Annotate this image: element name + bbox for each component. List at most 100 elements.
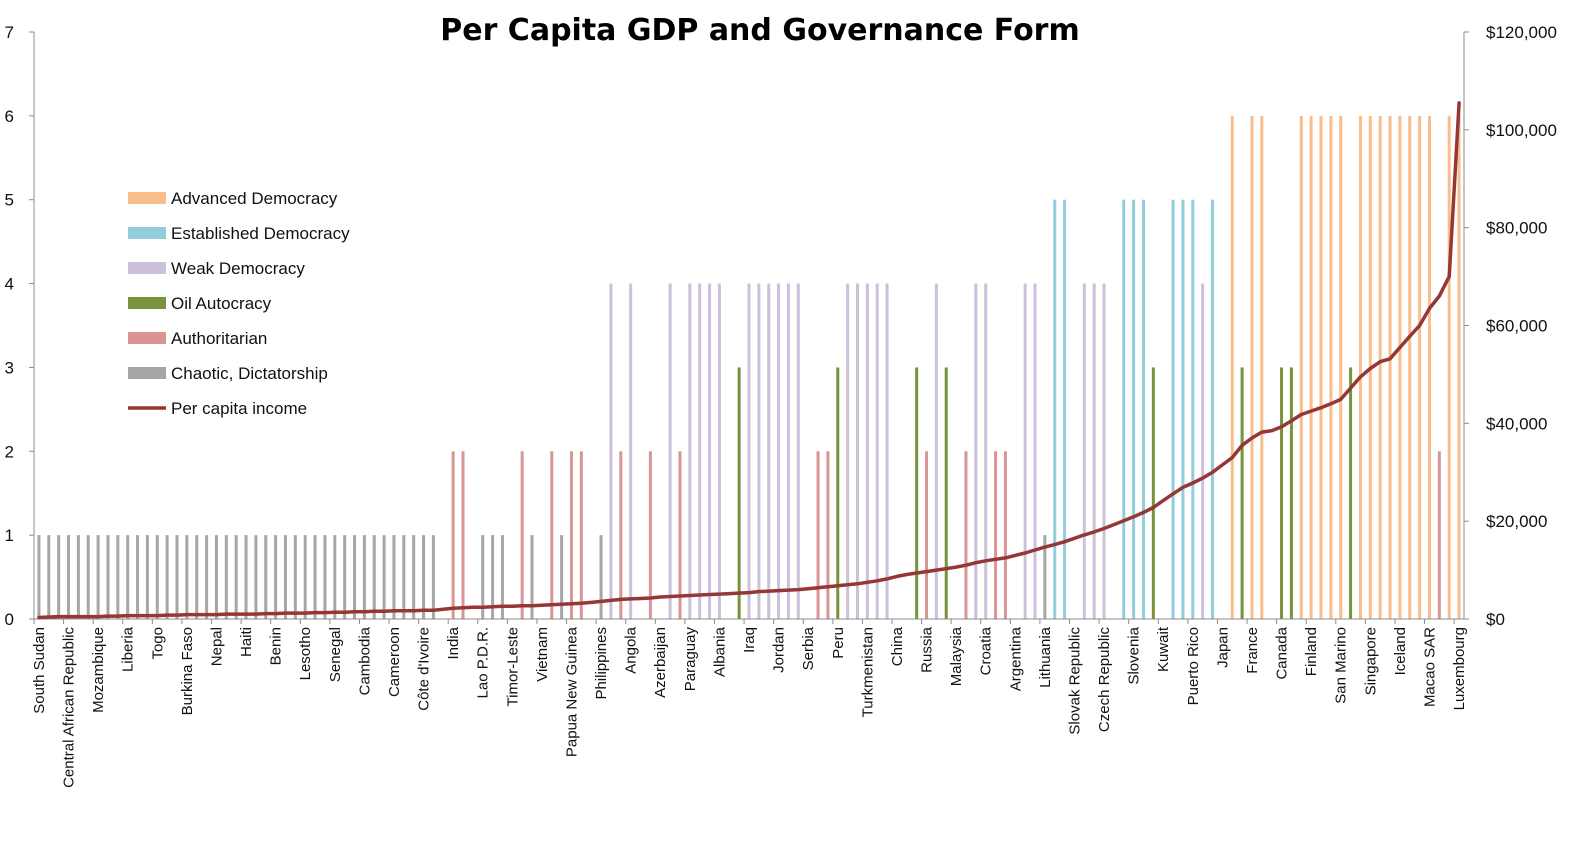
bar (915, 367, 919, 619)
y-tick-label: 6 (5, 107, 14, 126)
bar (1309, 115, 1313, 619)
bar (1023, 283, 1027, 619)
bar (313, 535, 317, 619)
legend-swatch (128, 332, 166, 344)
bar (431, 535, 435, 619)
x-tick-label: Cameroon (386, 627, 403, 697)
bar (1240, 367, 1244, 619)
bar (165, 535, 169, 619)
bar (362, 535, 366, 619)
bar (885, 283, 889, 619)
y2-tick-label: $20,000 (1486, 512, 1547, 531)
bar (767, 283, 771, 619)
x-tick-label: Nepal (208, 627, 225, 666)
x-tick-label: Senegal (327, 627, 344, 682)
x-tick-label: Lesotho (297, 627, 314, 680)
bar (648, 451, 652, 619)
bar (1082, 283, 1086, 619)
bar (145, 535, 149, 619)
bar (1418, 115, 1422, 619)
bar (1171, 199, 1175, 619)
bar (1289, 367, 1293, 619)
income-line-group (37, 101, 1461, 620)
bar (609, 283, 613, 619)
bar (1063, 199, 1067, 619)
x-tick-label: Cambodia (356, 626, 373, 695)
bar (1122, 199, 1126, 619)
bar (382, 535, 386, 619)
bar (1329, 115, 1333, 619)
legend-label: Weak Democracy (171, 259, 305, 278)
legend-swatch (128, 262, 166, 274)
bar (994, 451, 998, 619)
bar (116, 535, 120, 619)
bar (816, 451, 820, 619)
bar (303, 535, 307, 619)
legend-label: Per capita income (171, 399, 307, 418)
x-tick-label: Russia (919, 626, 936, 673)
x-tick-label: Slovak Republic (1066, 627, 1083, 735)
x-tick-label: Puerto Rico (1185, 627, 1202, 705)
bar (560, 535, 564, 619)
x-tick-label: Japan (1214, 627, 1231, 668)
x-tick-label: San Marino (1333, 627, 1350, 704)
y2-tick-label: $100,000 (1486, 121, 1557, 140)
bar (757, 283, 761, 619)
y2-tick-label: $0 (1486, 610, 1505, 629)
bar (1388, 115, 1392, 619)
x-tick-label: Macao SAR (1421, 627, 1438, 707)
x-tick-label: Philippines (593, 627, 610, 700)
bar (37, 535, 41, 619)
bar (1408, 115, 1412, 619)
x-tick-label: Liberia (120, 626, 137, 672)
x-tick-label: Lithuania (1037, 626, 1054, 688)
bar (293, 535, 297, 619)
bar (865, 283, 869, 619)
y-tick-label: 2 (5, 442, 14, 461)
bar (185, 535, 189, 619)
legend-swatch (128, 227, 166, 239)
y-tick-label: 0 (5, 610, 14, 629)
x-tick-label: Mozambique (90, 627, 107, 713)
x-tick-label: Singapore (1362, 627, 1379, 695)
bar (579, 451, 583, 619)
x-tick-label: Finland (1303, 627, 1320, 676)
bar (67, 535, 71, 619)
x-tick-label: Lao P.D.R. (475, 627, 492, 698)
bar (224, 535, 228, 619)
bar (1427, 115, 1431, 619)
x-tick-label: South Sudan (31, 627, 48, 714)
x-tick-label: China (889, 626, 906, 666)
income-line (37, 101, 1461, 620)
bar (1201, 283, 1205, 619)
bar (195, 535, 199, 619)
bar (422, 535, 426, 619)
x-tick-label: Peru (830, 627, 847, 659)
bar (461, 451, 465, 619)
bar (569, 451, 573, 619)
bar (491, 535, 495, 619)
bar (520, 451, 524, 619)
bar (402, 535, 406, 619)
bar (619, 451, 623, 619)
bar (708, 283, 712, 619)
x-tick-label: France (1244, 627, 1261, 674)
x-tick-label: Malaysia (948, 626, 965, 686)
y-tick-label: 5 (5, 191, 14, 210)
bar (412, 535, 416, 619)
legend-label: Chaotic, Dictatorship (171, 364, 328, 383)
bar (353, 535, 357, 619)
x-tick-label: Togo (149, 627, 166, 660)
bar (1398, 115, 1402, 619)
bar (629, 283, 633, 619)
bar (155, 535, 159, 619)
y-tick-label: 3 (5, 358, 14, 377)
x-tick-label: Papua New Guinea (563, 626, 580, 757)
y-tick-label: 7 (5, 23, 14, 42)
bar (530, 535, 534, 619)
x-tick-label: Côte d'Ivoire (416, 627, 433, 711)
x-tick-label: Albania (711, 626, 728, 677)
bar (1319, 115, 1323, 619)
x-tick-label: India (445, 626, 462, 659)
